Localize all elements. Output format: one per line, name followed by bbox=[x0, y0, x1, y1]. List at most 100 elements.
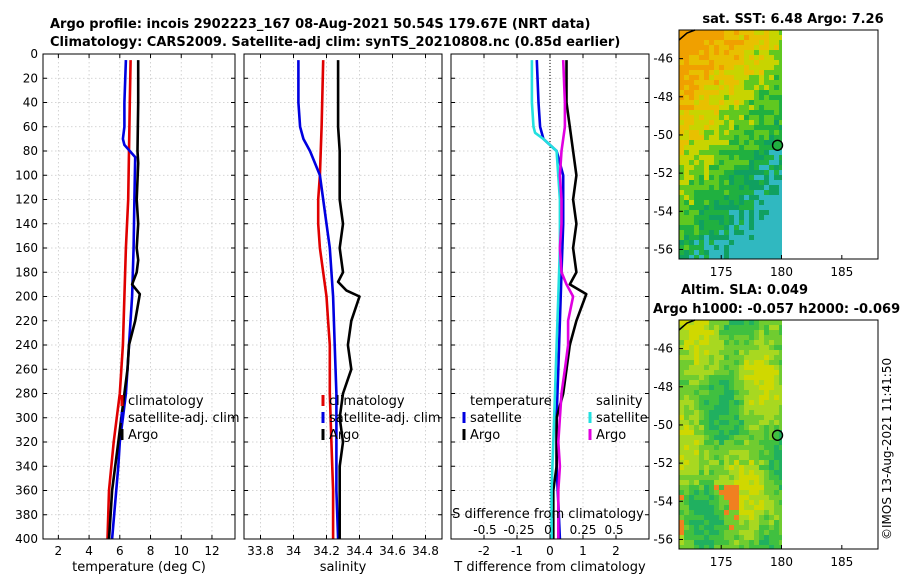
heatmap-cell bbox=[724, 445, 730, 451]
heatmap-cell bbox=[769, 415, 775, 421]
heatmap-cell bbox=[749, 180, 755, 186]
heatmap-cell bbox=[769, 360, 775, 366]
heatmap-cell bbox=[684, 420, 690, 426]
heatmap-cell bbox=[714, 145, 720, 151]
heatmap-cell bbox=[779, 250, 782, 256]
heatmap-cell bbox=[729, 210, 735, 216]
heatmap-cell bbox=[689, 495, 695, 501]
heatmap-cell bbox=[684, 390, 690, 396]
heatmap-cell bbox=[739, 55, 745, 61]
heatmap-cell bbox=[694, 410, 700, 416]
heatmap-cell bbox=[744, 220, 750, 226]
heatmap-cell bbox=[694, 35, 700, 41]
heatmap-cell bbox=[734, 220, 740, 226]
heatmap-cell bbox=[759, 125, 765, 131]
heatmap-cell bbox=[719, 190, 725, 196]
heatmap-cell bbox=[704, 35, 710, 41]
heatmap-cell bbox=[734, 350, 740, 356]
heatmap-cell bbox=[704, 525, 710, 531]
heatmap-cell bbox=[679, 480, 685, 486]
heatmap-cell bbox=[714, 495, 720, 501]
map-frame bbox=[678, 29, 879, 260]
heatmap-cell bbox=[749, 220, 755, 226]
heatmap-cell bbox=[709, 500, 715, 506]
heatmap-cell bbox=[774, 250, 780, 256]
heatmap-cell bbox=[754, 530, 760, 536]
heatmap-cell bbox=[774, 70, 780, 76]
heatmap-cell bbox=[749, 500, 755, 506]
heatmap-cell bbox=[779, 125, 782, 131]
heatmap-cell bbox=[709, 335, 715, 341]
heatmap-cell bbox=[734, 370, 740, 376]
heatmap-cell bbox=[684, 60, 690, 66]
heatmap-cell bbox=[724, 40, 730, 46]
heatmap-cell bbox=[729, 240, 735, 246]
heatmap-cell bbox=[779, 235, 782, 241]
heatmap-cell bbox=[744, 105, 750, 111]
heatmap-cell bbox=[714, 115, 720, 121]
heatmap-cell bbox=[734, 180, 740, 186]
heatmap-cell bbox=[714, 370, 720, 376]
heatmap-cell bbox=[724, 100, 730, 106]
heatmap-cell bbox=[684, 495, 690, 501]
heatmap-cell bbox=[704, 535, 710, 541]
map-frame bbox=[678, 319, 879, 550]
heatmap-cell bbox=[754, 145, 760, 151]
heatmap-cell bbox=[704, 190, 710, 196]
heatmap-cell bbox=[764, 465, 770, 471]
heatmap-cell bbox=[699, 180, 705, 186]
heatmap-cell bbox=[739, 475, 745, 481]
heatmap-cell bbox=[709, 65, 715, 71]
heatmap-cell bbox=[769, 355, 775, 361]
heatmap-cell bbox=[774, 410, 780, 416]
heatmap-cell bbox=[769, 90, 775, 96]
heatmap-cell bbox=[689, 240, 695, 246]
heatmap-cell bbox=[764, 535, 770, 541]
heatmap-cell bbox=[679, 130, 685, 136]
heatmap-cell bbox=[714, 100, 720, 106]
heatmap-cell bbox=[694, 370, 700, 376]
heatmap-cell bbox=[774, 240, 780, 246]
heatmap-cell bbox=[709, 110, 715, 116]
heatmap-cell bbox=[689, 195, 695, 201]
heatmap-cell bbox=[684, 50, 690, 56]
heatmap-cell bbox=[754, 505, 760, 511]
heatmap-cell bbox=[749, 395, 755, 401]
heatmap-cell bbox=[734, 400, 740, 406]
heatmap-cell bbox=[744, 110, 750, 116]
heatmap-cell bbox=[699, 360, 705, 366]
heatmap-cell bbox=[724, 30, 730, 36]
heatmap-cell bbox=[704, 375, 710, 381]
heatmap-cell bbox=[764, 175, 770, 181]
heatmap-cell bbox=[769, 95, 775, 101]
heatmap-cell bbox=[694, 210, 700, 216]
heatmap-cell bbox=[744, 250, 750, 256]
heatmap-cell bbox=[769, 545, 775, 549]
heatmap-cell bbox=[759, 255, 765, 259]
heatmap-cell bbox=[724, 330, 730, 336]
heatmap-cell bbox=[754, 75, 760, 81]
heatmap-cell bbox=[704, 410, 710, 416]
heatmap-cell bbox=[714, 75, 720, 81]
heatmap-cell bbox=[744, 145, 750, 151]
heatmap-cell bbox=[714, 510, 720, 516]
heatmap-cell bbox=[759, 410, 765, 416]
heatmap-cell bbox=[719, 420, 725, 426]
heatmap-cell bbox=[689, 530, 695, 536]
heatmap-cell bbox=[714, 255, 720, 259]
heatmap-cell bbox=[689, 165, 695, 171]
heatmap-cell bbox=[769, 330, 775, 336]
heatmap-cell bbox=[744, 120, 750, 126]
heatmap-cell bbox=[749, 340, 755, 346]
heatmap-cell bbox=[699, 35, 705, 41]
heatmap-cell bbox=[769, 475, 775, 481]
heatmap-cell bbox=[754, 90, 760, 96]
heatmap-cell bbox=[749, 505, 755, 511]
heatmap-cell bbox=[734, 455, 740, 461]
heatmap-cell bbox=[709, 365, 715, 371]
heatmap-cell bbox=[709, 470, 715, 476]
heatmap-cell bbox=[704, 475, 710, 481]
heatmap-cell bbox=[759, 335, 765, 341]
heatmap-cell bbox=[684, 80, 690, 86]
heatmap-cell bbox=[699, 325, 705, 331]
